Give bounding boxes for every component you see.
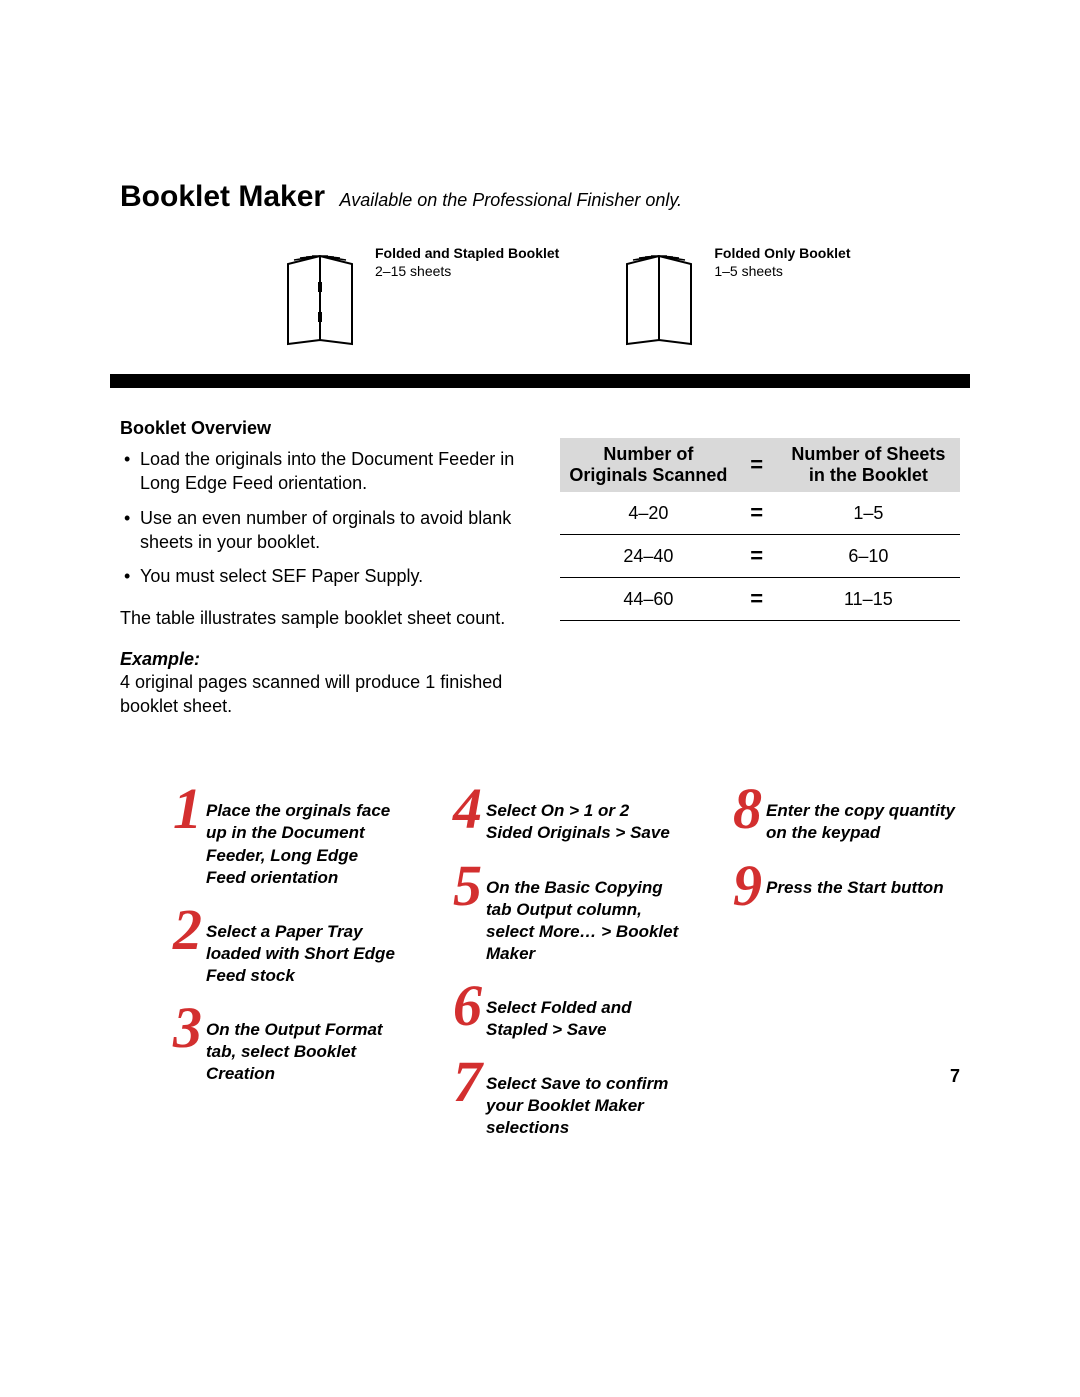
table-header-eq: =: [737, 438, 777, 492]
divider-bar: [110, 374, 970, 388]
step-number: 4: [440, 786, 480, 832]
table-row: 4–20 = 1–5: [560, 492, 960, 535]
table-header-left: Number of Originals Scanned: [560, 438, 737, 492]
page-subtitle: Available on the Professional Finisher o…: [340, 190, 683, 210]
diagram-text: Folded Only Booklet 1–5 sheets: [714, 244, 850, 280]
diagram-folded-stapled: Folded and Stapled Booklet 2–15 sheets: [280, 244, 559, 354]
step-text: Select Save to confirm your Booklet Make…: [486, 1059, 680, 1139]
step-number: 7: [440, 1059, 480, 1105]
cell-eq: =: [737, 535, 777, 578]
cell-left: 24–40: [560, 535, 737, 578]
step-2: 2 Select a Paper Tray loaded with Short …: [160, 907, 400, 987]
step-number: 9: [720, 863, 760, 909]
step-5: 5 On the Basic Copying tab Output column…: [440, 863, 680, 965]
step-6: 6 Select Folded and Stapled > Save: [440, 983, 680, 1041]
sheet-count-table: Number of Originals Scanned = Number of …: [560, 438, 960, 621]
diagram-text: Folded and Stapled Booklet 2–15 sheets: [375, 244, 559, 280]
table-row: 24–40 = 6–10: [560, 535, 960, 578]
step-9: 9 Press the Start button: [720, 863, 960, 909]
diagram-sheets: 1–5 sheets: [714, 262, 850, 280]
step-text: Select a Paper Tray loaded with Short Ed…: [206, 907, 400, 987]
booklet-stapled-icon: [280, 244, 360, 354]
example-text: 4 original pages scanned will produce 1 …: [120, 670, 520, 719]
diagram-title: Folded Only Booklet: [714, 244, 850, 262]
diagram-sheets: 2–15 sheets: [375, 262, 559, 280]
step-number: 5: [440, 863, 480, 909]
step-3: 3 On the Output Format tab, select Bookl…: [160, 1005, 400, 1085]
overview-right: Number of Originals Scanned = Number of …: [560, 418, 960, 736]
overview-left: Booklet Overview Load the originals into…: [120, 418, 520, 736]
overview-bullets: Load the originals into the Document Fee…: [120, 447, 520, 588]
overview-section: Booklet Overview Load the originals into…: [120, 418, 960, 736]
bullet-item: Use an even number of orginals to avoid …: [120, 506, 520, 555]
step-text: Select On > 1 or 2 Sided Originals > Sav…: [486, 786, 680, 844]
bullet-item: Load the originals into the Document Fee…: [120, 447, 520, 496]
overview-heading: Booklet Overview: [120, 418, 520, 439]
cell-left: 44–60: [560, 578, 737, 621]
steps-col-3: 8 Enter the copy quantity on the keypad …: [720, 786, 960, 1157]
steps-col-2: 4 Select On > 1 or 2 Sided Originals > S…: [440, 786, 680, 1157]
cell-right: 11–15: [777, 578, 960, 621]
step-text: Enter the copy quantity on the keypad: [766, 786, 960, 844]
step-number: 3: [160, 1005, 200, 1051]
step-7: 7 Select Save to confirm your Booklet Ma…: [440, 1059, 680, 1139]
step-1: 1 Place the orginals face up in the Docu…: [160, 786, 400, 888]
diagram-folded-only: Folded Only Booklet 1–5 sheets: [619, 244, 850, 354]
cell-eq: =: [737, 492, 777, 535]
table-header-right: Number of Sheets in the Booklet: [777, 438, 960, 492]
step-number: 1: [160, 786, 200, 832]
step-text: On the Output Format tab, select Booklet…: [206, 1005, 400, 1085]
step-text: Press the Start button: [766, 863, 944, 899]
example-label: Example:: [120, 649, 520, 670]
page-content: Booklet Maker Available on the Professio…: [0, 0, 1080, 1217]
booklet-folded-icon: [619, 244, 699, 354]
steps-container: 1 Place the orginals face up in the Docu…: [160, 786, 960, 1157]
bullet-item: You must select SEF Paper Supply.: [120, 564, 520, 588]
page-number: 7: [950, 1066, 960, 1087]
step-4: 4 Select On > 1 or 2 Sided Originals > S…: [440, 786, 680, 844]
cell-eq: =: [737, 578, 777, 621]
steps-col-1: 1 Place the orginals face up in the Docu…: [160, 786, 400, 1157]
step-text: Place the orginals face up in the Docume…: [206, 786, 400, 888]
table-note: The table illustrates sample booklet she…: [120, 606, 520, 630]
step-number: 8: [720, 786, 760, 832]
step-number: 6: [440, 983, 480, 1029]
cell-left: 4–20: [560, 492, 737, 535]
diagram-title: Folded and Stapled Booklet: [375, 244, 559, 262]
step-8: 8 Enter the copy quantity on the keypad: [720, 786, 960, 844]
page-title: Booklet Maker: [120, 180, 325, 213]
step-text: On the Basic Copying tab Output column, …: [486, 863, 680, 965]
cell-right: 6–10: [777, 535, 960, 578]
step-text: Select Folded and Stapled > Save: [486, 983, 680, 1041]
table-row: 44–60 = 11–15: [560, 578, 960, 621]
title-line: Booklet Maker Available on the Professio…: [120, 180, 960, 214]
cell-right: 1–5: [777, 492, 960, 535]
step-number: 2: [160, 907, 200, 953]
booklet-diagrams: Folded and Stapled Booklet 2–15 sheets F…: [280, 244, 960, 354]
